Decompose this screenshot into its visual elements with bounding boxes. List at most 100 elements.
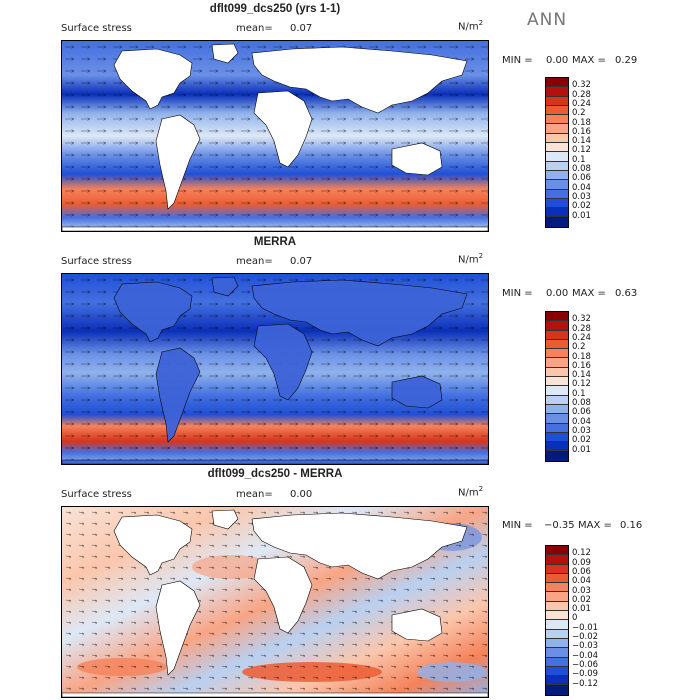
panel-3-field: Surface stress	[61, 489, 132, 500]
panel-1-units: N/m2	[458, 19, 484, 33]
colorbar-swatch	[546, 601, 568, 612]
colorbar-tick-label: 0.04	[572, 416, 591, 427]
colorbar-tick-label: 0.14	[572, 370, 591, 381]
panel-3-min: −0.35	[544, 520, 575, 531]
colorbar-tick-label: 0.12	[572, 379, 591, 390]
panel-3-mean-label: mean=	[236, 489, 273, 500]
colorbar-swatch	[546, 170, 568, 181]
panel-2-units: N/m2	[458, 252, 484, 266]
colorbar-tick-label: 0.02	[572, 201, 591, 212]
season-label: ANN	[527, 10, 568, 30]
colorbar-swatch	[546, 115, 568, 125]
colorbar-swatch	[546, 676, 568, 686]
panel-1-map	[61, 40, 489, 232]
colorbar-swatch	[546, 96, 568, 106]
colorbar-swatch	[546, 442, 568, 452]
continent-outline	[113, 281, 193, 343]
colorbar-tick-label: 0.06	[572, 566, 591, 577]
colorbar-tick-label: 0.32	[572, 80, 591, 91]
colorbar-tick-label: 0.02	[572, 435, 591, 446]
colorbar-tick-label: 0.09	[572, 557, 591, 568]
colorbar-tick-label: −0.04	[572, 650, 599, 661]
colorbar-swatch	[546, 620, 568, 630]
colorbar-swatch	[546, 414, 568, 424]
colorbar-tick-label: 0.18	[572, 117, 591, 128]
colorbar-tick-label: −0.09	[572, 669, 599, 680]
panel-1-title: dflt099_dcs250 (yrs 1-1)	[209, 3, 341, 15]
colorbar-swatch	[546, 377, 568, 387]
colorbar-swatch	[546, 573, 568, 584]
continent-outline	[391, 375, 443, 409]
colorbar-swatch	[546, 330, 568, 340]
colorbar-tick-label: 0.32	[572, 314, 591, 325]
panel-3-max: 0.16	[620, 520, 643, 531]
colorbar-tick-label: 0.06	[572, 407, 591, 418]
colorbar-swatch	[546, 358, 568, 368]
colorbar-swatch	[546, 546, 568, 556]
colorbar-swatch	[546, 152, 568, 162]
panel-3-colorbar	[545, 545, 569, 696]
colorbar-swatch	[546, 180, 568, 190]
colorbar-tick-label: −0.01	[572, 622, 599, 633]
colorbar-swatch	[546, 592, 568, 602]
colorbar-tick-label: 0.03	[572, 585, 591, 596]
colorbar-swatch	[546, 395, 568, 405]
colorbar-swatch	[546, 611, 568, 621]
colorbar-tick-label: 0.04	[572, 182, 591, 193]
colorbar-swatch	[546, 339, 568, 350]
continent-outline	[211, 276, 239, 297]
colorbar-tick-label: 0.06	[572, 173, 591, 184]
continent-outline	[391, 608, 443, 642]
colorbar-swatch	[546, 87, 568, 97]
colorbar-tick-label: 0	[572, 613, 578, 624]
continent-outline	[253, 323, 313, 401]
colorbar-tick-label: 0.28	[572, 323, 591, 334]
panel-3-title: dflt099_dcs250 - MERRA	[207, 468, 343, 480]
panel-2-max-label: MAX =	[572, 288, 606, 299]
panel-1-mean-label: mean=	[236, 23, 273, 34]
colorbar-tick-label: 0.14	[572, 136, 591, 147]
colorbar-tick-label: 0.08	[572, 398, 591, 408]
colorbar-swatch	[546, 198, 568, 209]
colorbar-swatch	[546, 78, 568, 88]
colorbar-swatch	[546, 386, 568, 396]
colorbar-swatch	[546, 685, 568, 695]
continent-outline	[211, 509, 239, 530]
colorbar-swatch	[546, 564, 568, 574]
colorbar-swatch	[546, 189, 568, 199]
colorbar-tick-label: 0.01	[572, 444, 591, 455]
colorbar-tick-label: −0.03	[572, 641, 599, 652]
panel-3-mean: 0.00	[290, 489, 313, 500]
panel-2-colorbar	[545, 311, 569, 462]
colorbar-swatch	[546, 648, 568, 658]
panel-1-map-svg	[62, 41, 488, 231]
continent-outline	[62, 226, 488, 231]
colorbar-swatch	[546, 217, 568, 227]
colorbar-swatch	[546, 143, 568, 153]
colorbar-tick-label: 0.04	[572, 576, 591, 587]
continent-outline	[253, 90, 313, 168]
colorbar-swatch	[546, 161, 568, 171]
colorbar-swatch	[546, 638, 568, 649]
colorbar-swatch	[546, 133, 568, 144]
panel-2-max: 0.63	[615, 288, 638, 299]
continent-outline	[391, 142, 443, 176]
panel-2-map	[61, 273, 489, 465]
panel-2-mean-label: mean=	[236, 256, 273, 267]
continent-outline	[251, 279, 468, 347]
continent-outline	[155, 580, 201, 676]
continent-outline	[113, 514, 193, 576]
colorbar-swatch	[546, 208, 568, 218]
panel-2-min-label: MIN =	[502, 288, 533, 299]
panel-1-max-label: MAX =	[572, 55, 606, 66]
colorbar-tick-label: 0.08	[572, 164, 591, 174]
colorbar-tick-label: 0.1	[572, 388, 586, 399]
panel-3-max-label: MAX =	[578, 520, 612, 531]
continent-outline	[155, 347, 201, 443]
panel-1-max: 0.29	[615, 55, 638, 66]
colorbar-tick-label: 0.16	[572, 360, 591, 371]
colorbar-swatch	[546, 321, 568, 331]
colorbar-tick-label: 0.24	[572, 98, 591, 109]
colorbar-tick-label: 0.12	[572, 145, 591, 156]
colorbar-tick-label: 0.24	[572, 332, 591, 343]
